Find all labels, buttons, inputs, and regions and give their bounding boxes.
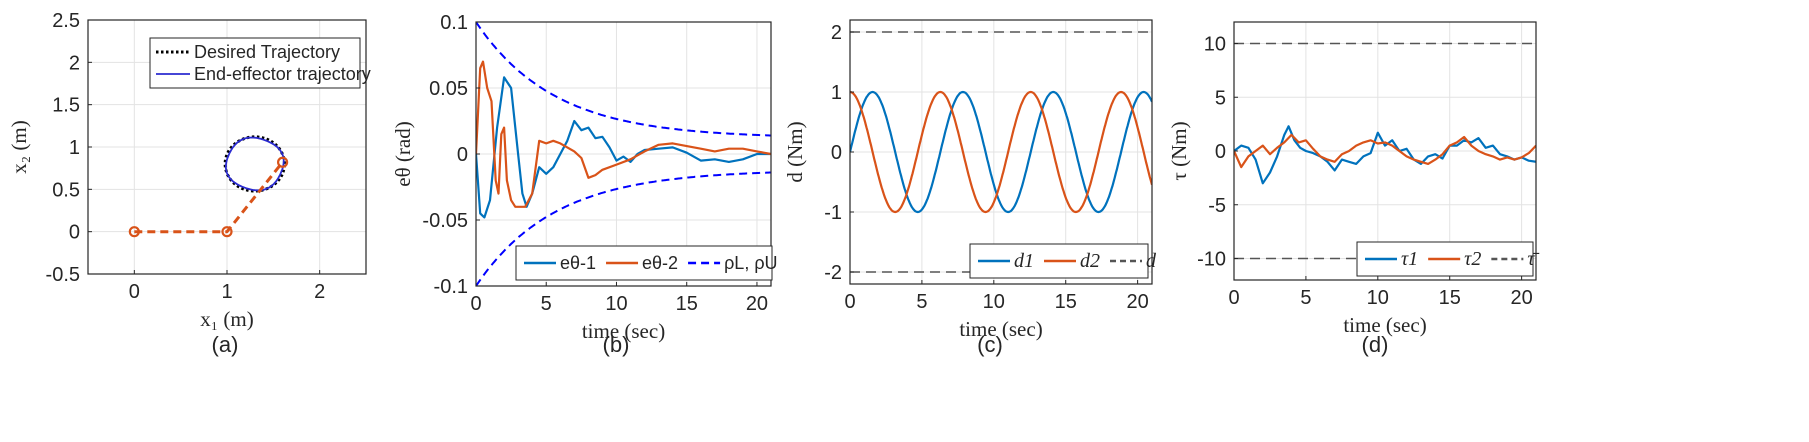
y-tick-label: -2 [824,262,842,284]
panel-caption: (d) [1362,332,1389,357]
series-line-3 [134,161,284,234]
series-line-2 [850,90,1152,214]
x-tick-label: 15 [676,293,698,315]
panel-caption: (c) [977,332,1003,357]
y-tick-label: -10 [1197,249,1226,271]
y-tick-label: 0 [69,222,80,244]
x-tick-label: 0 [470,293,481,315]
arm-joint-marker [221,226,233,238]
legend-label: d1 [1014,250,1034,272]
x-tick-label: 5 [916,291,927,313]
legend-label: ρL, ρU [724,253,778,273]
panel-4: 0 5 10 15 20 -10 -5 0 5 10 time (sec) τ (Nm) (d) τ1 τ2… [1167,21,1540,357]
y-tick-label: -0.05 [422,210,468,232]
y-axis-label: x₂ (m) [7,120,31,173]
panel-1: 0 1 2 -0.5 0 0.5 1 1.5 2 2.5 x₁ (m) x₂ (m) (a) Desire… [7,10,371,357]
arm-joint-marker [128,226,140,238]
x-tick-label: 20 [1510,287,1532,309]
legend-label: τ1 [1401,248,1418,270]
panel-caption: (a) [212,332,239,357]
legend-label: τ̄ [1527,248,1539,270]
y-tick-label: 0.5 [52,179,80,201]
x-tick-label: 10 [983,291,1005,313]
y-tick-label: 1 [69,137,80,159]
legend-label: d2 [1080,250,1100,272]
y-tick-label: -0.5 [46,264,80,286]
x-tick-label: 0 [1228,287,1239,309]
x-tick-label: 15 [1055,291,1077,313]
legend-box [515,245,773,281]
y-tick-label: 0.1 [440,12,468,34]
y-tick-label: 5 [1215,87,1226,109]
y-axis-label: eθ (rad) [391,121,415,186]
y-axis-label: d (Nm) [783,121,807,182]
x-tick-label: 0 [844,291,855,313]
x-axis-label: time (sec) [959,317,1042,341]
legend-label: d [1146,250,1157,272]
y-tick-label: 2 [69,52,80,74]
x-tick-label: 10 [1367,287,1389,309]
y-tick-label: 0 [831,142,842,164]
y-tick-label: 2 [831,22,842,44]
y-tick-label: 10 [1204,34,1226,56]
x-tick-label: 5 [1300,287,1311,309]
y-tick-label: -0.1 [434,276,468,298]
legend-label: Desired Trajectory [194,42,340,62]
series-line-1 [1234,125,1536,185]
x-axis-label: time (sec) [1343,313,1426,337]
legend-label: eθ-2 [642,253,678,273]
x-tick-label: 20 [746,293,768,315]
series-line-2 [1234,133,1536,169]
x-tick-label: 10 [605,293,627,315]
series-line-1 [476,76,771,219]
legend-label: End-effector trajectory [194,64,371,84]
plot-area [128,135,289,238]
plot-area [476,22,771,286]
panel-caption: (b) [603,332,630,357]
y-tick-label: 1 [831,82,842,104]
x-tick-label: 0 [129,281,140,303]
panel-3: 0 5 10 15 20 -2 -1 0 1 2 time (sec) d (Nm) (c) d1 d2 d [783,19,1157,357]
series-envelope-upper [476,22,771,137]
x-tick-label: 2 [314,281,325,303]
legend-label: eθ-1 [560,253,596,273]
legend-label: τ2 [1464,248,1481,270]
arm-joint-marker [277,156,289,168]
series-line-1 [850,90,1152,214]
legend: τ1 τ2 τ̄ [1356,241,1540,277]
y-tick-label: 0 [1215,141,1226,163]
series-line-2 [476,60,771,208]
x-axis-label: x₁ (m) [200,307,253,331]
y-tick-label: -5 [1208,195,1226,217]
x-tick-label: 5 [541,293,552,315]
y-tick-label: 2.5 [52,10,80,32]
y-tick-label: 0.05 [429,78,468,100]
y-tick-label: -1 [824,202,842,224]
x-tick-label: 20 [1126,291,1148,313]
legend-box [149,37,361,89]
legend: d1 d2 d [969,243,1157,279]
panel-2: 0 5 10 15 20 -0.1 -0.05 0 0.05 0.1 time (sec) eθ (r… [391,12,778,357]
x-axis-label: time (sec) [582,319,665,343]
y-tick-label: 1.5 [52,95,80,117]
y-axis-label: τ (Nm) [1167,121,1191,180]
y-tick-label: 0 [457,144,468,166]
series-line-2 [224,136,285,192]
x-tick-label: 1 [221,281,232,303]
series-envelope-lower [476,171,771,286]
x-tick-label: 15 [1439,287,1461,309]
legend: eθ-1 eθ-2 ρL, ρU [515,245,778,281]
